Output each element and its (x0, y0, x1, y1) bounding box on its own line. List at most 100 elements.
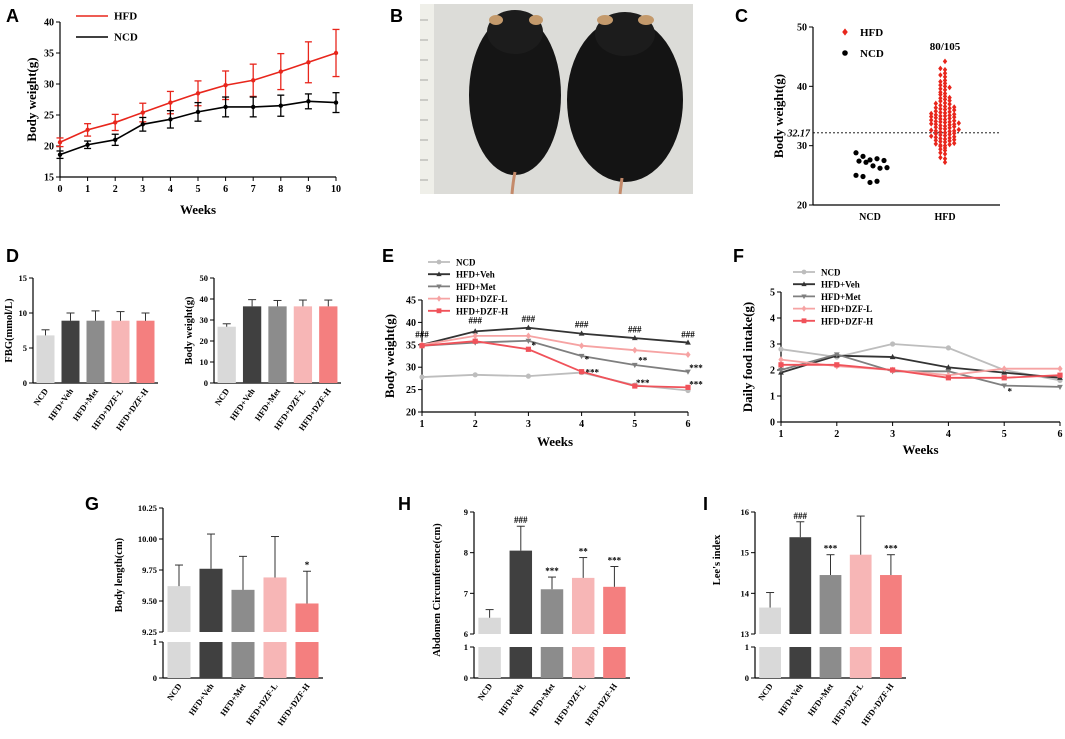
x-tick-label: HFD+Met (218, 681, 248, 718)
y-tick-label: 3 (770, 340, 775, 351)
y-tick-label: 8 (464, 548, 468, 558)
bar-lower-segment (167, 642, 191, 678)
legend-label: HFD+Veh (821, 280, 860, 290)
data-point (223, 104, 228, 110)
data-point (113, 120, 118, 125)
x-tick-label: 0 (58, 184, 63, 195)
x-tick-label: NCD (756, 681, 775, 702)
x-axis-title: Weeks (537, 434, 573, 449)
y-tick-label: 40 (44, 18, 54, 29)
data-point-hfd (929, 120, 934, 127)
data-point-ncd (853, 150, 859, 156)
legend-marker (436, 259, 442, 265)
data-point-hfd (942, 119, 948, 126)
x-tick-label: 2 (113, 184, 118, 195)
data-point-ncd (860, 173, 866, 180)
data-point-hfd (952, 104, 957, 110)
data-point (472, 332, 478, 340)
data-point (278, 69, 283, 74)
bar-lower-segment (603, 647, 626, 678)
ruler-ticks (420, 19, 428, 181)
significance-mark: *** (689, 379, 703, 389)
bar (478, 617, 501, 634)
significance-mark: ### (522, 314, 536, 324)
y-tick-label: 40 (200, 294, 209, 304)
bar (319, 306, 338, 383)
data-point (778, 356, 784, 363)
y-tick-label: 20 (406, 408, 416, 419)
data-point-hfd (938, 98, 943, 105)
x-tick-label: HFD+DZF-L (244, 681, 280, 727)
panel-a-weight-curve: 0 1 2 3 4 5 6 7 8 9 10 15 20 25 30 35 40 Weeks Body weight… (24, 11, 341, 218)
data-point-hfd (947, 97, 952, 104)
y-axis-title: Body weight(g) (184, 296, 195, 364)
data-point-hfd (938, 154, 943, 161)
data-point (631, 334, 638, 341)
data-point-hfd (942, 58, 948, 65)
bar (263, 577, 287, 632)
data-point-hfd (929, 133, 934, 140)
significance-mark: *** (824, 544, 838, 554)
x-axis-title: Weeks (180, 202, 216, 217)
lower-y-tick-label: 1 (745, 642, 749, 652)
y-tick-label: 0 (770, 418, 775, 429)
y-tick-label: 2 (770, 366, 775, 377)
y-tick-label: 14 (741, 588, 750, 598)
data-point-hfd (938, 142, 943, 148)
data-point-hfd (952, 114, 957, 121)
data-point-hfd (933, 127, 938, 134)
x-axis-title: Weeks (902, 442, 938, 457)
panel-i-lee-index-bars: 1314151601NCD###HFD+Veh***HFD+MetHFD+DZF… (712, 507, 906, 727)
data-point (306, 99, 311, 104)
data-point (778, 362, 784, 368)
y-tick-label: 6 (464, 629, 468, 639)
data-point-hfd (942, 132, 948, 139)
data-point (1001, 375, 1007, 381)
data-point-hfd (933, 114, 938, 121)
bar (849, 554, 872, 634)
data-point (223, 83, 228, 88)
series-line-hfd-met (780, 353, 1061, 388)
y-tick-label: 0 (204, 378, 208, 388)
data-point-hfd (942, 139, 948, 145)
data-point (168, 100, 173, 105)
y-tick-label: 10 (19, 308, 28, 318)
y-tick-label: 10.25 (138, 503, 157, 513)
data-point (306, 60, 311, 65)
bar (880, 575, 902, 634)
data-point-hfd (947, 125, 952, 131)
data-point (685, 369, 691, 375)
x-tick-label: HFD+DZF-H (275, 681, 312, 727)
data-point-hfd (956, 126, 961, 133)
legend-marker (801, 305, 807, 312)
ncd-mouse (469, 10, 561, 195)
data-point (168, 117, 173, 122)
significance-mark: * (305, 560, 310, 570)
lower-y-tick-label: 0 (153, 673, 157, 683)
data-point-hfd (933, 134, 938, 141)
panel-letter-i: I (703, 494, 708, 514)
y-tick-label: 15 (741, 548, 750, 558)
y-axis-title: Body weight(g) (24, 57, 39, 141)
bar (136, 320, 155, 383)
data-point (525, 338, 532, 344)
x-tick-label: 6 (686, 419, 691, 430)
legend-label: NCD (456, 258, 476, 268)
series-line-ncd (780, 343, 1061, 382)
x-tick-label: HFD+Met (805, 681, 835, 718)
x-tick-label: 2 (834, 429, 839, 440)
data-point (85, 142, 90, 147)
data-point-hfd (952, 111, 957, 118)
legend-label: NCD (114, 32, 138, 44)
data-point-hfd (929, 117, 934, 124)
bar-lower-segment (263, 642, 287, 678)
bar (603, 586, 626, 634)
data-point-ncd (853, 172, 859, 178)
x-tick-label: 4 (946, 429, 951, 440)
significance-mark: * (585, 355, 590, 365)
y-tick-label: 5 (770, 288, 775, 299)
legend-marker (436, 295, 442, 302)
bar-lower-segment (571, 647, 595, 678)
data-point-hfd (947, 122, 952, 128)
